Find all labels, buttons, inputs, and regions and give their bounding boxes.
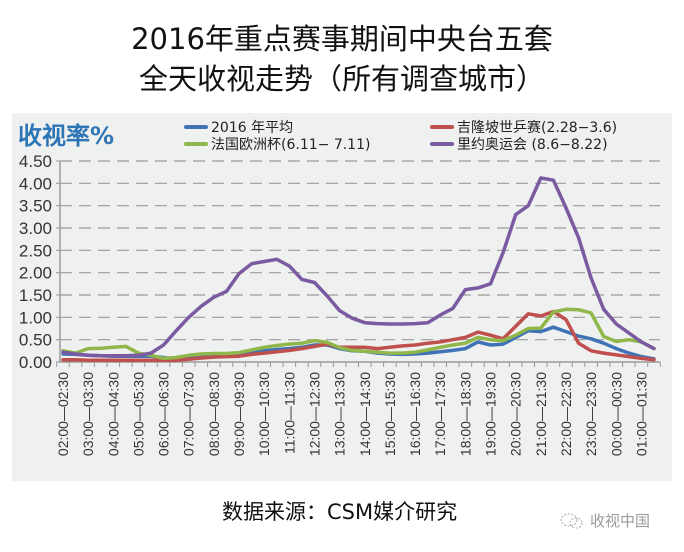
legend-item-table-tennis: 吉隆坡世乒赛(2.28−3.6) — [430, 117, 617, 137]
x-tick-label: 14:00—14:30 — [357, 372, 373, 456]
x-tick-label: 05:00—05:30 — [130, 372, 146, 456]
chart-panel — [12, 113, 672, 481]
x-tick-label: 10:00—10:30 — [256, 372, 272, 456]
x-tick-label: 15:00—15:30 — [382, 372, 398, 456]
legend-swatch-red-icon — [430, 125, 454, 129]
y-tick-label: 1.00 — [19, 308, 52, 327]
x-tick-label: 08:00—08:30 — [206, 372, 222, 456]
x-tick-label: 19:00—19:30 — [483, 372, 499, 456]
x-tick-label: 18:00—18:30 — [457, 372, 473, 456]
x-tick-label: 07:00—07:30 — [181, 372, 197, 456]
y-tick-label: 0.50 — [19, 331, 52, 350]
x-tick-label: 01:00—01:30 — [633, 372, 649, 456]
x-tick-label: 06:00—06:30 — [156, 372, 172, 456]
x-tick-label: 23:00—23:30 — [583, 372, 599, 456]
legend-item-euro: 法国欧洲杯(6.11− 7.11) — [184, 134, 370, 154]
watermark: 收视中国 — [560, 510, 650, 531]
legend-swatch-purple-icon — [430, 142, 454, 146]
y-tick-label: 3.00 — [19, 219, 52, 238]
watermark-text: 收视中国 — [590, 512, 651, 530]
series-line — [61, 307, 656, 361]
y-tick-label: 4.00 — [19, 174, 52, 193]
x-tick-label: 22:00—22:30 — [558, 372, 574, 456]
x-tick-label: 11:00—11:30 — [281, 372, 297, 454]
y-tick-label: 1.50 — [19, 286, 52, 305]
y-tick-label: 0.00 — [19, 353, 52, 372]
series-line — [61, 176, 656, 358]
y-tick-label: 2.00 — [19, 264, 52, 283]
x-tick-label: 09:00—09:30 — [231, 372, 247, 456]
legend-label: 里约奥运会 (8.6−8.22) — [457, 137, 608, 153]
legend-item-avg2016: 2016 年平均 — [184, 117, 293, 137]
x-tick-label: 04:00—04:30 — [105, 372, 121, 456]
x-tick-label: 13:00—13:30 — [332, 372, 348, 456]
x-tick-label: 00:00—00:30 — [608, 372, 624, 456]
x-tick-label: 17:00—17:30 — [432, 372, 448, 456]
x-tick-label: 21:00—21:30 — [533, 372, 549, 456]
x-tick-label: 20:00—20:30 — [508, 372, 524, 456]
legend-label: 吉隆坡世乒赛(2.28−3.6) — [457, 120, 618, 136]
y-tick-label: 3.50 — [19, 197, 52, 216]
legend-label: 法国欧洲杯(6.11− 7.11) — [211, 137, 371, 153]
legend-item-olympics: 里约奥运会 (8.6−8.22) — [430, 134, 608, 154]
x-tick-label: 16:00—16:30 — [407, 372, 423, 456]
y-tick-label: 2.50 — [19, 241, 52, 260]
chart-title-line1: 2016年重点赛事期间中央台五套 — [131, 22, 553, 56]
x-tick-label: 12:00—12:30 — [306, 372, 322, 456]
legend-label: 2016 年平均 — [211, 120, 294, 136]
wechat-icon — [560, 513, 583, 528]
y-tick-label: 4.50 — [19, 152, 52, 171]
legend-swatch-blue-icon — [184, 125, 208, 129]
legend-swatch-green-icon — [184, 142, 208, 146]
chart-title-line2: 全天收视走势（所有调查城市） — [138, 62, 545, 96]
x-tick-label: 02:00—02:30 — [55, 372, 71, 456]
data-source: 数据来源：CSM媒介研究 — [222, 500, 458, 524]
y-axis-title: 收视率% — [18, 122, 115, 150]
x-tick-label: 03:00—03:30 — [80, 372, 96, 456]
